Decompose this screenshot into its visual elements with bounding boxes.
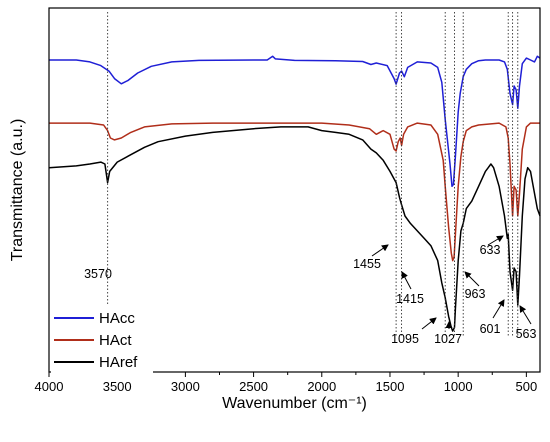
y-axis-title: Transmittance (a.u.) bbox=[9, 119, 26, 262]
annotations: 3570 1455 1415 1095 1027 963 633 601 563 bbox=[84, 235, 537, 346]
peak-label-563: 563 bbox=[516, 327, 537, 341]
series-line-haref bbox=[48, 126, 541, 332]
x-tick-label: 4000 bbox=[35, 379, 64, 394]
peak-arrow-1095 bbox=[421, 317, 437, 330]
series-line-hact bbox=[49, 122, 540, 262]
x-tick-label: 3000 bbox=[171, 379, 200, 394]
peak-arrow-563 bbox=[519, 305, 532, 325]
peak-label-633: 633 bbox=[480, 243, 501, 257]
peak-label-1455: 1455 bbox=[353, 257, 381, 271]
peak-arrow-1415 bbox=[401, 271, 412, 290]
series-line-hacc bbox=[49, 55, 541, 188]
peak-arrow-633 bbox=[487, 235, 504, 246]
legend-label-hact: HAct bbox=[99, 332, 132, 349]
x-tick-label: 3500 bbox=[103, 379, 132, 394]
x-tick-label: 500 bbox=[516, 379, 538, 394]
peak-arrow-601 bbox=[492, 299, 505, 319]
peak-arrow-963 bbox=[464, 271, 480, 287]
x-axis: 4000 3500 3000 2500 2000 1500 1000 500 bbox=[35, 372, 538, 394]
legend-label-haref: HAref bbox=[99, 354, 138, 371]
series-lines bbox=[48, 55, 541, 332]
x-tick-label: 1000 bbox=[444, 379, 473, 394]
peak-label-963: 963 bbox=[465, 287, 486, 301]
legend: HAcc HAct HAref bbox=[51, 306, 153, 378]
peak-label-1415: 1415 bbox=[396, 292, 424, 306]
peak-arrow-1455 bbox=[371, 244, 389, 257]
x-tick-label: 2000 bbox=[307, 379, 336, 394]
peak-label-601: 601 bbox=[480, 322, 501, 336]
x-tick-label: 1500 bbox=[376, 379, 405, 394]
peak-label-1095: 1095 bbox=[391, 332, 419, 346]
x-tick-label: 2500 bbox=[239, 379, 268, 394]
peak-label-1027: 1027 bbox=[434, 332, 462, 346]
peak-label-3570: 3570 bbox=[84, 267, 112, 281]
annotation-lines bbox=[107, 12, 519, 337]
legend-label-hacc: HAcc bbox=[99, 310, 135, 327]
plot-frame bbox=[48, 7, 541, 373]
x-axis-title: Wavenumber (cm⁻¹) bbox=[222, 395, 367, 412]
